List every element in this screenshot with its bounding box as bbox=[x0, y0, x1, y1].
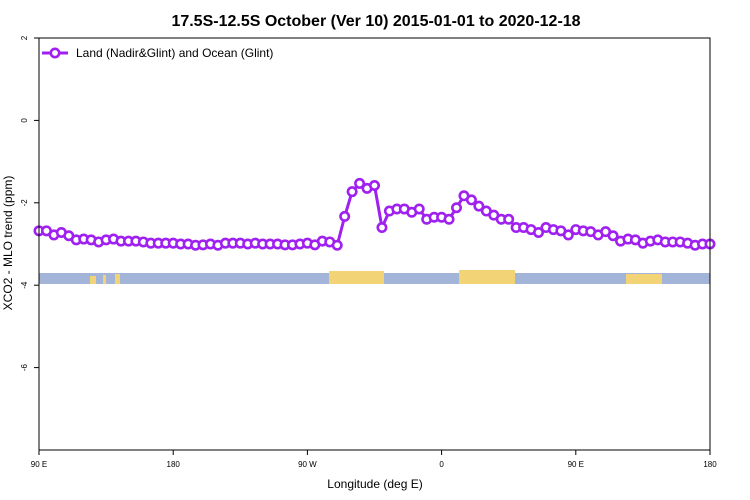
x-tick-label: 0 bbox=[439, 460, 444, 469]
data-point bbox=[451, 202, 463, 214]
x-tick-label: 180 bbox=[703, 460, 717, 469]
x-axis: 90 E 180 90 W 0 90 E 180 bbox=[31, 450, 717, 469]
data-point bbox=[339, 210, 351, 222]
data-point bbox=[368, 179, 380, 191]
y-tick-label: 0 bbox=[20, 118, 29, 123]
land-ocean-strip bbox=[39, 270, 710, 284]
data-point bbox=[465, 194, 477, 206]
legend-label: Land (Nadir&Glint) and Ocean (Glint) bbox=[76, 46, 273, 60]
data-point bbox=[413, 203, 425, 215]
legend: Land (Nadir&Glint) and Ocean (Glint) bbox=[42, 46, 273, 60]
y-tick-label: -4 bbox=[20, 281, 29, 289]
land-segment bbox=[329, 271, 384, 284]
x-tick-label: 90 E bbox=[31, 460, 47, 469]
y-axis-label: XCO2 - MLO trend (ppm) bbox=[1, 176, 15, 311]
y-tick-label: 2 bbox=[20, 35, 29, 40]
x-axis-label: Longitude (deg E) bbox=[327, 477, 422, 491]
data-point bbox=[331, 239, 343, 251]
y-tick-label: -6 bbox=[20, 363, 29, 371]
land-segment bbox=[115, 274, 120, 284]
data-point bbox=[562, 229, 574, 241]
chart-title: 17.5S-12.5S October (Ver 10) 2015-01-01 … bbox=[171, 13, 580, 30]
data-point bbox=[473, 200, 485, 212]
x-tick-label: 90 W bbox=[298, 460, 317, 469]
x-tick-label: 180 bbox=[167, 460, 181, 469]
y-tick-label: -2 bbox=[20, 199, 29, 207]
data-point bbox=[346, 186, 358, 198]
data-point bbox=[503, 213, 515, 225]
land-segment bbox=[103, 275, 106, 284]
land-segment bbox=[626, 274, 662, 284]
data-point bbox=[376, 222, 388, 234]
data-point bbox=[533, 226, 545, 238]
land-segment bbox=[459, 270, 515, 284]
x-tick-label: 90 E bbox=[568, 460, 584, 469]
data-point bbox=[443, 213, 455, 225]
legend-marker bbox=[49, 47, 61, 59]
data-point bbox=[607, 230, 619, 242]
plot-frame bbox=[38, 37, 711, 451]
data-point bbox=[354, 177, 366, 189]
y-axis: 2 0 -2 -4 -6 bbox=[20, 35, 39, 371]
land-segment bbox=[90, 276, 96, 284]
